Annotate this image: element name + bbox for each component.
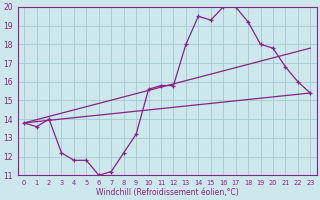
X-axis label: Windchill (Refroidissement éolien,°C): Windchill (Refroidissement éolien,°C) (96, 188, 239, 197)
